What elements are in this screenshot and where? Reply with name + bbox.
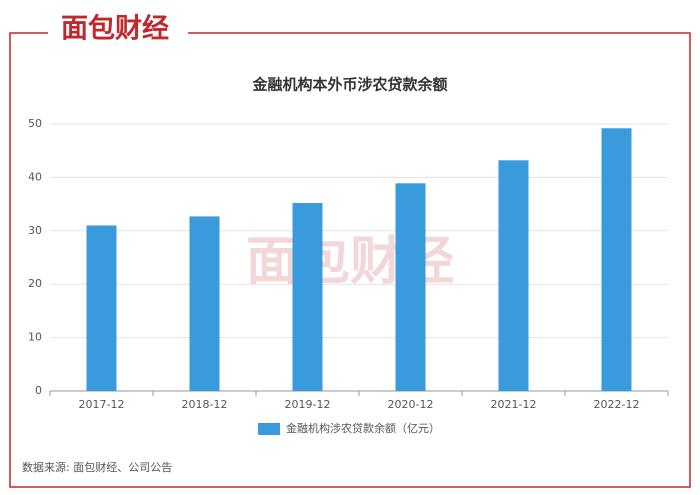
bar [292,203,323,391]
chart-title: 金融机构本外币涉农贷款余额 [251,76,447,94]
legend-swatch [258,423,280,435]
logo: 面包财经 [61,13,169,45]
bar [189,216,220,391]
bar [86,225,117,391]
y-tick-label: 30 [28,224,42,237]
x-tick-label: 2019-12 [285,398,331,411]
x-tick-label: 2018-12 [182,398,228,411]
x-tick-label: 2017-12 [79,398,125,411]
y-tick-label: 0 [35,384,42,397]
y-tick-label: 40 [28,170,42,183]
y-tick-label: 50 [28,117,42,130]
y-tick-label: 20 [28,277,42,290]
x-tick-label: 2020-12 [388,398,434,411]
frame [9,32,691,488]
bar [601,128,632,391]
legend-label: 金融机构涉农贷款余额（亿元） [286,421,440,435]
y-tick-label: 10 [28,331,42,344]
bar [498,160,529,391]
bar [395,183,426,391]
x-tick-label: 2022-12 [594,398,640,411]
source: 数据来源: 面包财经、公司公告 [22,460,172,474]
x-tick-label: 2021-12 [491,398,537,411]
